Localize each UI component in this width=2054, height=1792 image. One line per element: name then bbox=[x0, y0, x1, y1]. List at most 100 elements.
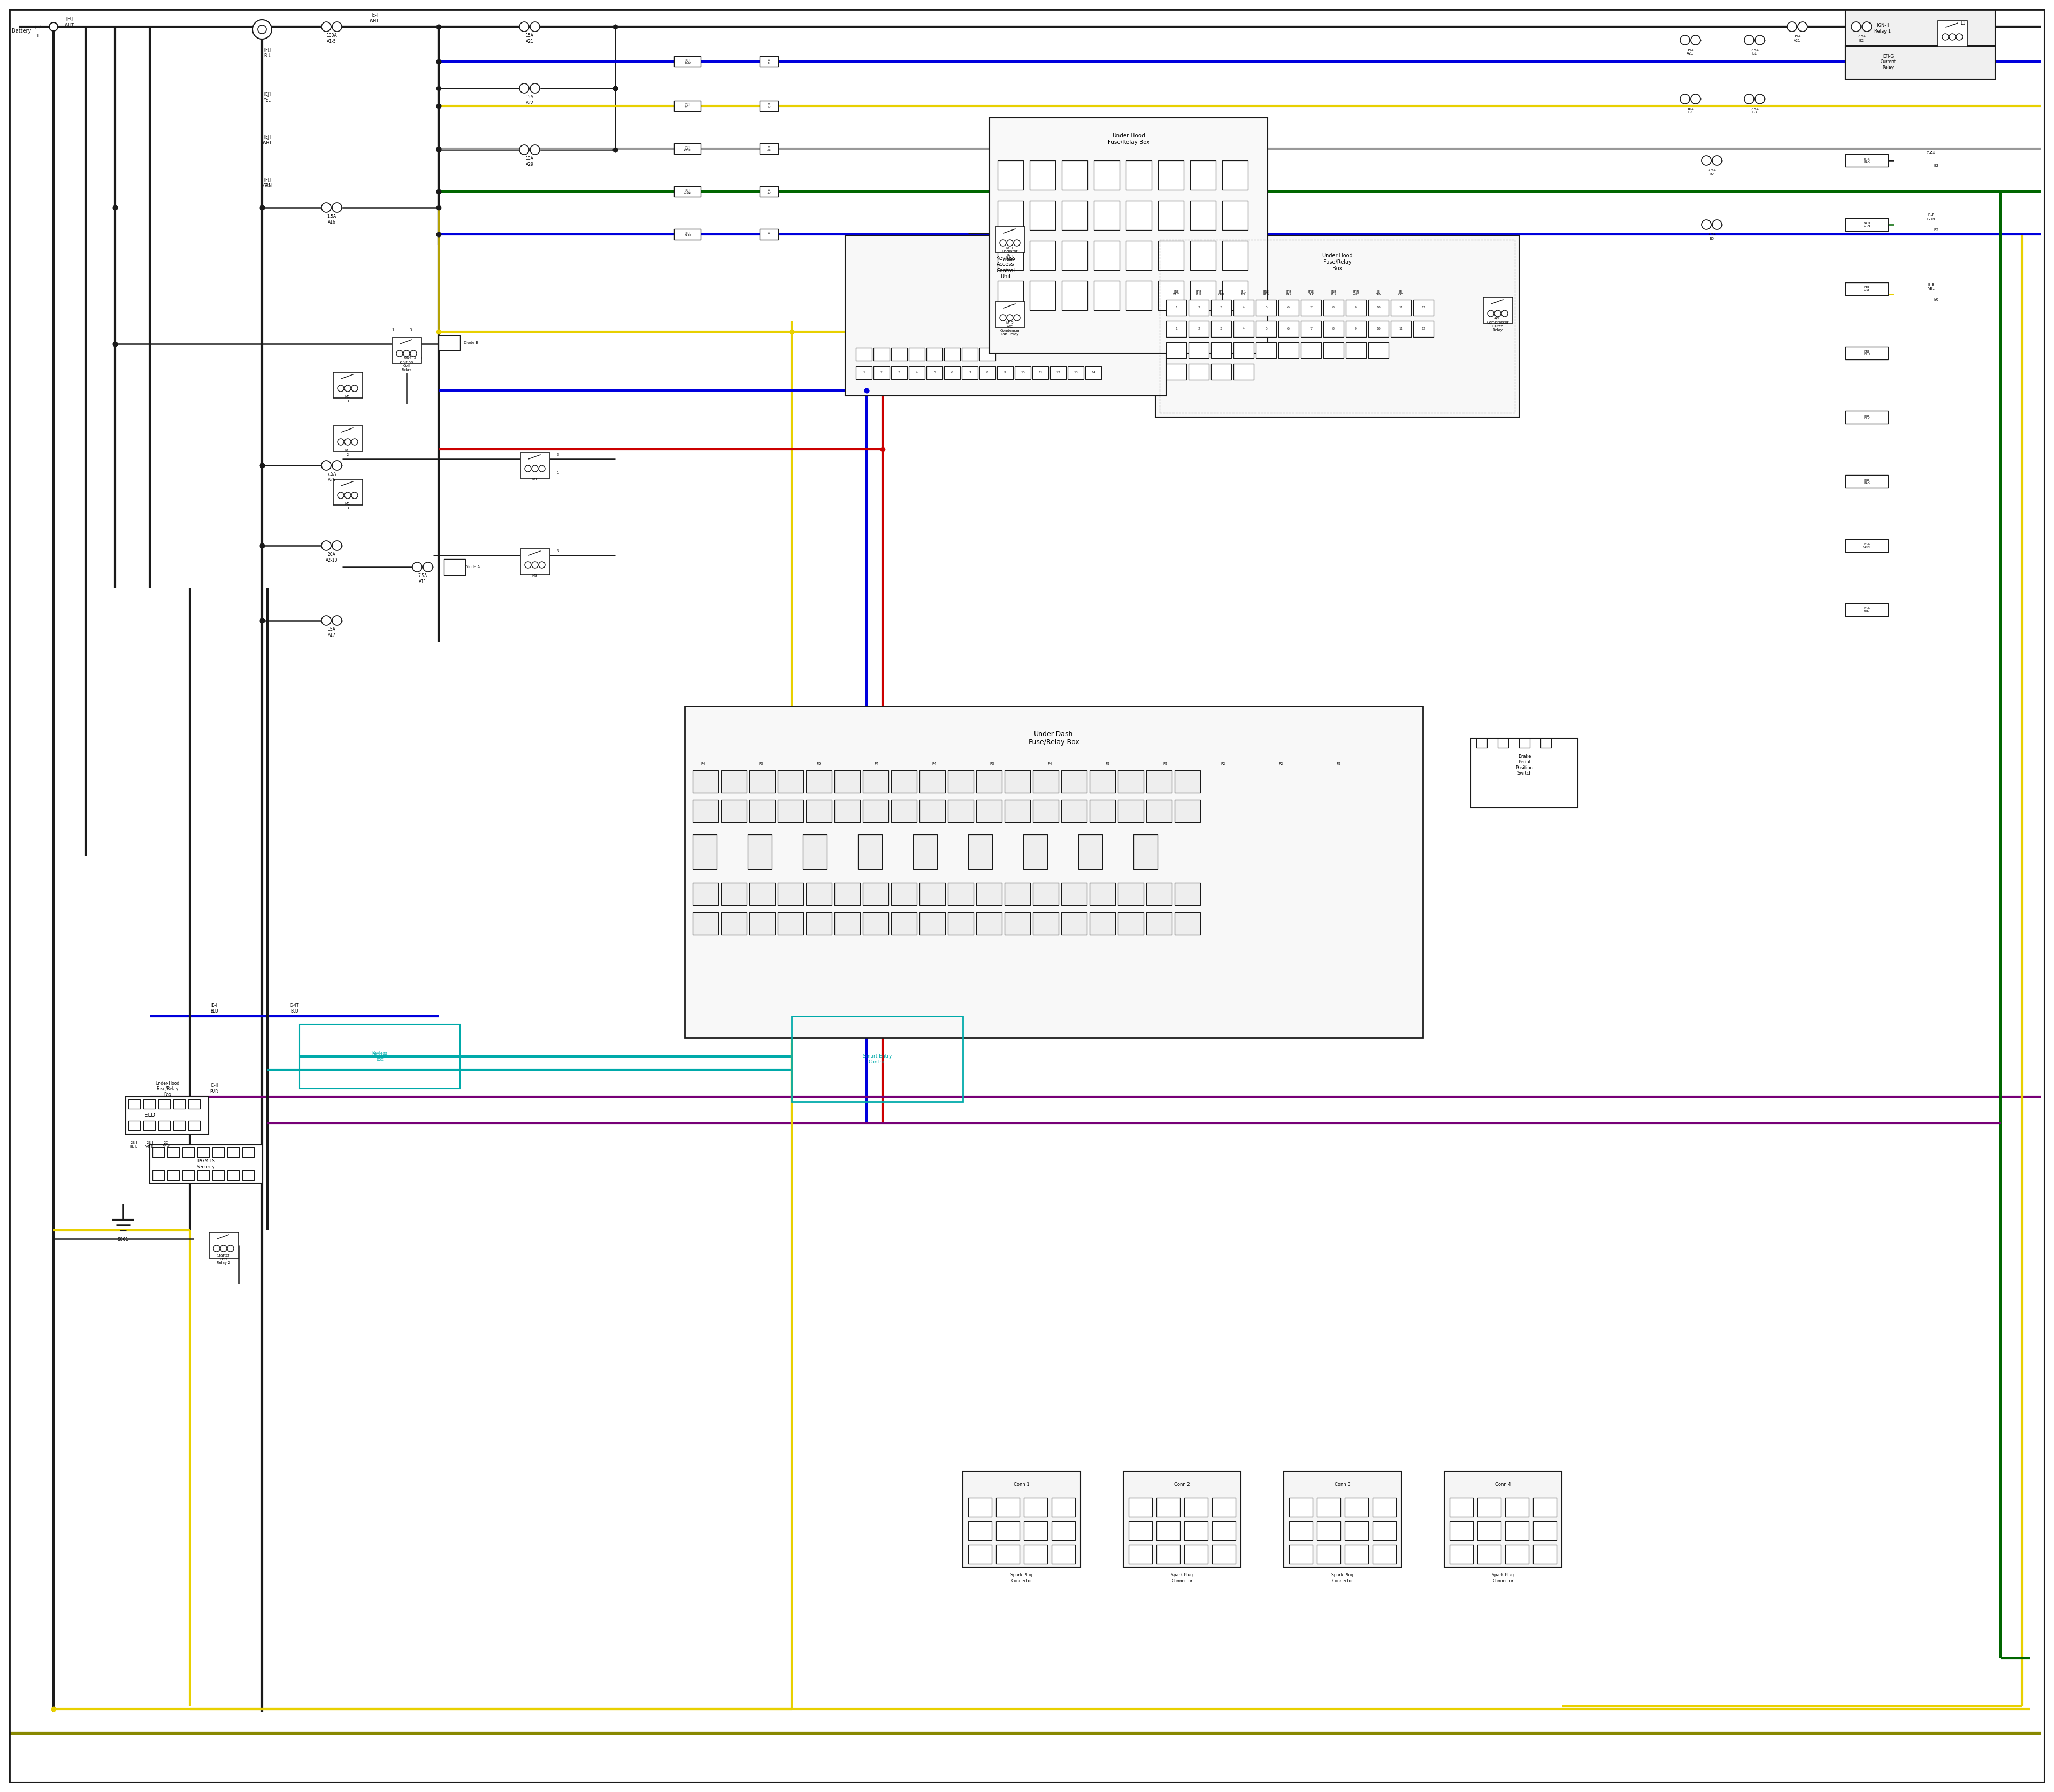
Text: 3: 3 bbox=[1220, 328, 1222, 330]
Bar bbox=[168, 1147, 179, 1158]
Bar bbox=[1471, 738, 1577, 808]
Bar bbox=[1175, 799, 1200, 823]
Circle shape bbox=[322, 541, 331, 550]
Bar bbox=[1052, 1498, 1074, 1516]
Text: 4: 4 bbox=[1243, 306, 1245, 308]
Bar bbox=[1185, 1545, 1208, 1564]
Text: 12: 12 bbox=[1421, 328, 1425, 330]
Text: A/C
Compressor
Clutch
Relay: A/C Compressor Clutch Relay bbox=[1487, 317, 1510, 332]
Circle shape bbox=[1680, 36, 1690, 45]
Text: 4: 4 bbox=[1243, 328, 1245, 330]
Bar bbox=[1323, 299, 1343, 315]
Bar bbox=[1154, 235, 1520, 418]
Bar bbox=[1368, 321, 1389, 337]
Bar bbox=[1175, 883, 1200, 905]
Bar bbox=[721, 771, 748, 792]
Bar bbox=[961, 348, 978, 360]
Text: Battery: Battery bbox=[12, 29, 31, 34]
Bar bbox=[947, 771, 974, 792]
Bar bbox=[863, 912, 889, 934]
Bar bbox=[908, 348, 924, 360]
Bar bbox=[1477, 1545, 1501, 1564]
Bar bbox=[1506, 1521, 1528, 1539]
Bar bbox=[990, 118, 1267, 353]
Circle shape bbox=[524, 561, 532, 568]
Text: (+): (+) bbox=[33, 25, 41, 29]
Circle shape bbox=[1713, 220, 1721, 229]
Text: Smart Entry
Control: Smart Entry Control bbox=[863, 1054, 891, 1064]
Bar bbox=[1175, 912, 1200, 934]
Bar bbox=[152, 1170, 164, 1181]
Text: IGN-II
Relay 1: IGN-II Relay 1 bbox=[1875, 23, 1892, 34]
Bar bbox=[1004, 771, 1031, 792]
Bar bbox=[1185, 1498, 1208, 1516]
Bar bbox=[805, 883, 832, 905]
Bar bbox=[908, 366, 924, 380]
Text: P2: P2 bbox=[1105, 762, 1109, 765]
Text: 8: 8 bbox=[1333, 328, 1335, 330]
Text: BRB
BLK: BRB BLK bbox=[1863, 158, 1871, 163]
Bar bbox=[242, 1170, 255, 1181]
Bar bbox=[1062, 883, 1087, 905]
Circle shape bbox=[1013, 240, 1021, 246]
Text: 7.5A
A11: 7.5A A11 bbox=[417, 573, 427, 584]
Circle shape bbox=[1680, 95, 1690, 104]
Bar bbox=[1015, 366, 1031, 380]
Text: Conn 2: Conn 2 bbox=[1175, 1482, 1189, 1487]
Text: IE-I
WHT: IE-I WHT bbox=[370, 13, 380, 23]
Circle shape bbox=[1787, 22, 1797, 32]
Bar bbox=[1029, 240, 1056, 271]
Bar bbox=[1222, 161, 1249, 190]
Circle shape bbox=[333, 616, 341, 625]
Circle shape bbox=[333, 541, 341, 550]
Bar bbox=[1158, 281, 1183, 310]
Bar bbox=[1158, 201, 1183, 229]
Text: 1: 1 bbox=[1175, 306, 1177, 308]
Bar bbox=[980, 366, 996, 380]
Bar bbox=[152, 1147, 164, 1158]
Circle shape bbox=[1744, 95, 1754, 104]
Bar bbox=[183, 1170, 195, 1181]
Text: 7.5A
B2: 7.5A B2 bbox=[1707, 168, 1715, 176]
Bar bbox=[1175, 771, 1200, 792]
Bar bbox=[1189, 364, 1210, 380]
Circle shape bbox=[1863, 22, 1871, 32]
Circle shape bbox=[520, 84, 530, 93]
Circle shape bbox=[333, 461, 341, 470]
Bar bbox=[1520, 738, 1530, 747]
Bar bbox=[920, 883, 945, 905]
Bar bbox=[1413, 321, 1434, 337]
Bar bbox=[1300, 342, 1321, 358]
Text: 10: 10 bbox=[1376, 306, 1380, 308]
Bar bbox=[1413, 299, 1434, 315]
Bar bbox=[778, 912, 803, 934]
Bar bbox=[1033, 912, 1058, 934]
Bar bbox=[844, 235, 1167, 396]
Text: [EJ]
GRN: [EJ] GRN bbox=[684, 188, 690, 194]
Bar bbox=[760, 143, 778, 154]
Bar bbox=[1033, 799, 1058, 823]
Text: BII
CRY: BII CRY bbox=[1399, 290, 1403, 296]
Bar bbox=[144, 1120, 156, 1131]
Bar bbox=[891, 912, 916, 934]
Bar bbox=[998, 281, 1023, 310]
Bar bbox=[926, 348, 943, 360]
Circle shape bbox=[351, 385, 357, 392]
Bar bbox=[1128, 1545, 1152, 1564]
Text: 11: 11 bbox=[1039, 371, 1043, 375]
Text: 6: 6 bbox=[951, 371, 953, 375]
Bar bbox=[891, 883, 916, 905]
Bar bbox=[1300, 299, 1321, 315]
Bar bbox=[914, 835, 937, 869]
Bar bbox=[1284, 1471, 1401, 1568]
Bar bbox=[920, 771, 945, 792]
Bar bbox=[1089, 771, 1115, 792]
Circle shape bbox=[524, 466, 532, 471]
Text: 3: 3 bbox=[557, 453, 559, 457]
Bar bbox=[1023, 1545, 1048, 1564]
Text: 10A
B2: 10A B2 bbox=[1686, 108, 1695, 115]
Bar bbox=[1532, 1545, 1557, 1564]
Bar bbox=[998, 201, 1023, 229]
Text: BRB
BLU: BRB BLU bbox=[1195, 290, 1202, 296]
Bar bbox=[228, 1170, 238, 1181]
